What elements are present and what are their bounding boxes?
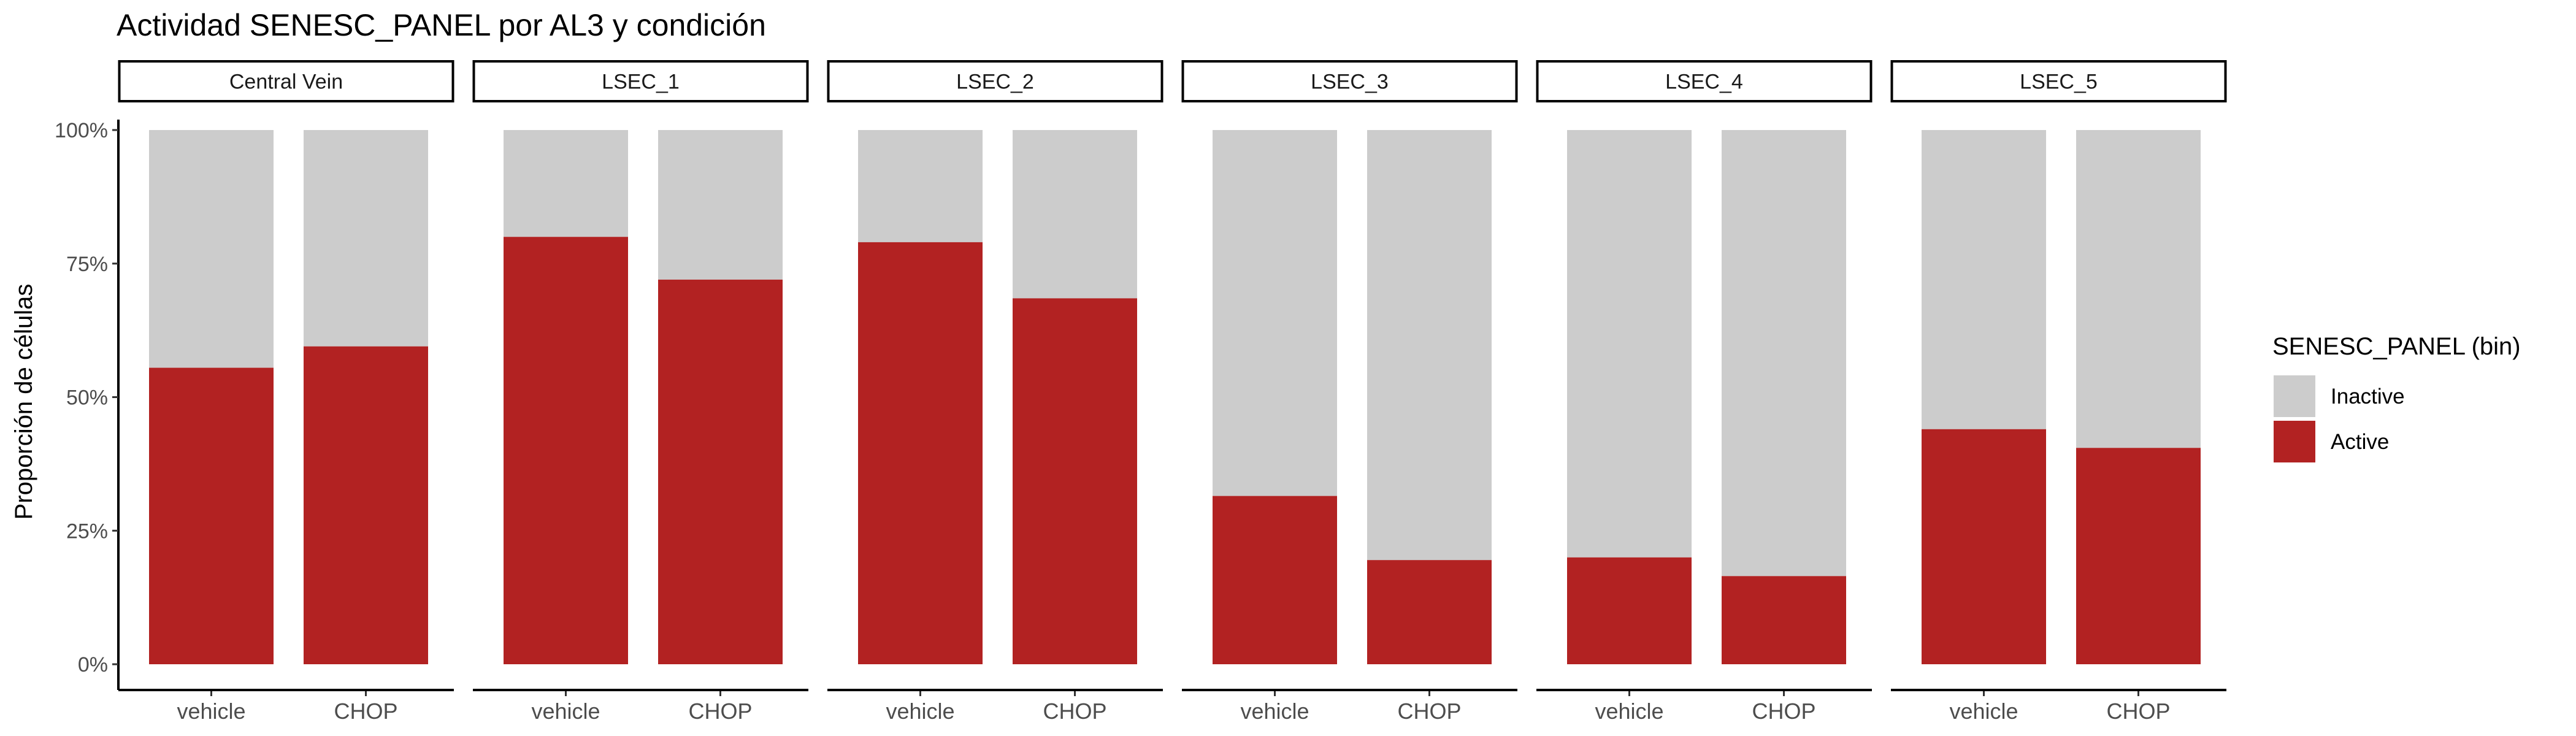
bar-active xyxy=(1213,496,1337,664)
y-tick-label: 100% xyxy=(55,119,108,142)
chart-title: Actividad SENESC_PANEL por AL3 y condici… xyxy=(117,8,766,42)
facet-strip xyxy=(827,60,1163,102)
y-axis-label: Proporción de células xyxy=(10,284,37,520)
bar-active xyxy=(1013,298,1137,664)
x-tick-label: vehicle xyxy=(886,699,954,724)
facet-strip xyxy=(118,60,454,102)
facet-strip-label: LSEC_2 xyxy=(956,71,1034,94)
legend-swatch xyxy=(2274,375,2315,417)
legend-label: Inactive xyxy=(2331,385,2405,408)
y-tick-label: 50% xyxy=(66,386,108,410)
facet-strip-label: LSEC_3 xyxy=(1311,71,1389,94)
bar-inactive xyxy=(1567,130,1692,558)
y-tick-label: 0% xyxy=(78,653,108,677)
bar-inactive xyxy=(2076,130,2201,448)
bar-inactive xyxy=(1922,130,2046,429)
bar-inactive xyxy=(858,130,983,242)
legend-swatch xyxy=(2274,421,2315,462)
x-tick-label: CHOP xyxy=(1752,699,1815,724)
bar-active xyxy=(1922,429,2046,664)
facet-strip xyxy=(1890,60,2227,102)
x-tick-label: vehicle xyxy=(1595,699,1663,724)
x-tick-label: CHOP xyxy=(2106,699,2170,724)
x-tick-label: vehicle xyxy=(1240,699,1309,724)
facet-strip-label: LSEC_5 xyxy=(2020,71,2098,94)
facet-strip xyxy=(1181,60,1518,102)
bar-inactive xyxy=(149,130,274,368)
legend-title: SENESC_PANEL (bin) xyxy=(2272,333,2521,360)
bar-inactive xyxy=(658,130,783,280)
bar-active xyxy=(658,279,783,664)
bar-active xyxy=(1567,557,1692,664)
bar-active xyxy=(1722,576,1846,664)
bar-active xyxy=(1367,560,1492,664)
y-axis: 0% 25% 50% 75% 100% xyxy=(55,119,120,690)
bar-inactive xyxy=(1013,130,1137,299)
bar-active xyxy=(858,242,983,664)
x-tick-label: vehicle xyxy=(531,699,600,724)
bar-active xyxy=(504,237,628,664)
facet-strip xyxy=(1536,60,1873,102)
bar-active xyxy=(149,367,274,664)
facet-strip-label: LSEC_4 xyxy=(1665,71,1743,94)
x-tick-label: CHOP xyxy=(1397,699,1461,724)
bar-inactive xyxy=(504,130,628,237)
bar-inactive xyxy=(1722,130,1846,577)
x-tick-label: vehicle xyxy=(1949,699,2018,724)
bar-active xyxy=(304,346,428,664)
bar-active xyxy=(2076,448,2201,664)
x-tick-label: vehicle xyxy=(177,699,245,724)
x-tick-label: CHOP xyxy=(334,699,397,724)
x-tick-label: CHOP xyxy=(1043,699,1106,724)
bar-inactive xyxy=(304,130,428,347)
facet-strip xyxy=(472,60,809,102)
legend: SENESC_PANEL (bin) Inactive Active xyxy=(2272,333,2521,462)
facet-strip-label: Central Vein xyxy=(229,71,343,94)
facet-strip-label: LSEC_1 xyxy=(602,71,680,94)
y-tick-label: 75% xyxy=(66,253,108,276)
legend-label: Active xyxy=(2331,430,2389,454)
x-tick-label: CHOP xyxy=(688,699,752,724)
facet-panel: Central Vein vehicle CHOP xyxy=(118,60,454,724)
bar-inactive xyxy=(1367,130,1492,561)
y-tick-label: 25% xyxy=(66,519,108,543)
bar-inactive xyxy=(1213,130,1337,496)
